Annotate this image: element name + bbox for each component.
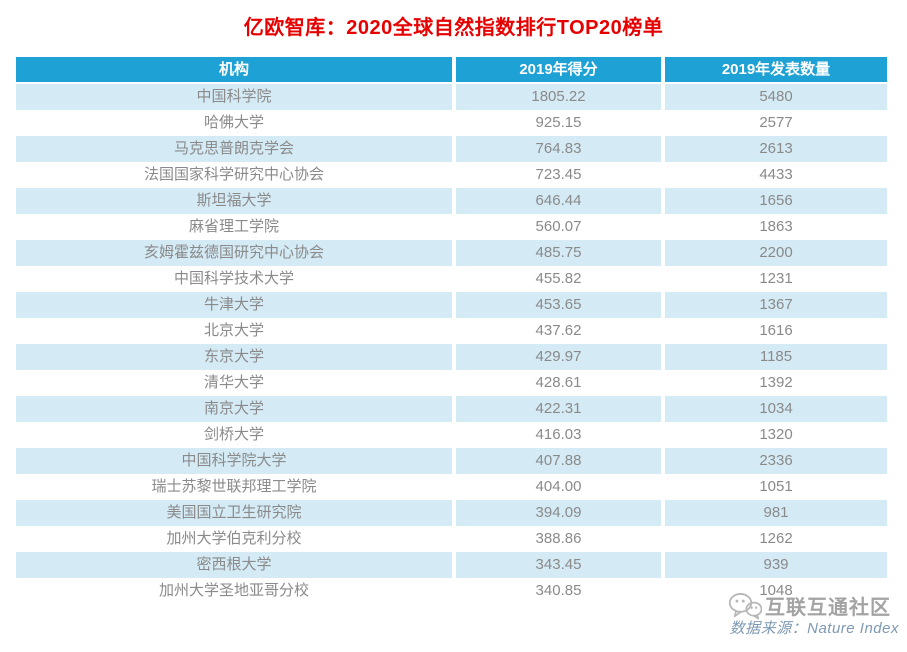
publications-cell: 981	[665, 500, 887, 526]
institution-cell: 清华大学	[16, 370, 452, 396]
institution-cell: 中国科学院	[16, 84, 452, 110]
institution-cell: 马克思普朗克学会	[16, 136, 452, 162]
institution-cell: 密西根大学	[16, 552, 452, 578]
institution-cell: 斯坦福大学	[16, 188, 452, 214]
publications-cell: 1048	[665, 578, 887, 604]
institution-cell: 哈佛大学	[16, 110, 452, 136]
score-cell: 428.61	[456, 370, 661, 396]
table-row: 马克思普朗克学会 764.83 2613	[16, 136, 887, 162]
table-row: 东京大学 429.97 1185	[16, 344, 887, 370]
page-title: 亿欧智库：2020全球自然指数排行TOP20榜单	[243, 17, 664, 39]
score-cell: 453.65	[456, 292, 661, 318]
score-cell: 416.03	[456, 422, 661, 448]
score-cell: 723.45	[456, 162, 661, 188]
table-row: 美国国立卫生研究院 394.09 981	[16, 500, 887, 526]
publications-cell: 1320	[665, 422, 887, 448]
publications-cell: 2336	[665, 448, 887, 474]
table-row: 牛津大学 453.65 1367	[16, 292, 887, 318]
score-cell: 764.83	[456, 136, 661, 162]
publications-cell: 1185	[665, 344, 887, 370]
institution-cell: 剑桥大学	[16, 422, 452, 448]
institution-cell: 中国科学技术大学	[16, 266, 452, 292]
score-cell: 485.75	[456, 240, 661, 266]
table-row: 亥姆霍兹德国研究中心协会 485.75 2200	[16, 240, 887, 266]
institution-cell: 美国国立卫生研究院	[16, 500, 452, 526]
publications-cell: 4433	[665, 162, 887, 188]
institution-cell: 加州大学伯克利分校	[16, 526, 452, 552]
publications-cell: 1656	[665, 188, 887, 214]
publications-cell: 1367	[665, 292, 887, 318]
watermark: 互联互通社区	[728, 591, 891, 620]
table-row: 密西根大学 343.45 939	[16, 552, 887, 578]
table-header-row: 机构 2019年得分 2019年发表数量	[16, 57, 887, 82]
table-row: 清华大学 428.61 1392	[16, 370, 887, 396]
publications-cell: 1051	[665, 474, 887, 500]
publications-cell: 2613	[665, 136, 887, 162]
table-row: 加州大学圣地亚哥分校 340.85 1048	[16, 578, 887, 604]
institution-cell: 东京大学	[16, 344, 452, 370]
institution-cell: 法国国家科学研究中心协会	[16, 162, 452, 188]
score-cell: 388.86	[456, 526, 661, 552]
score-cell: 455.82	[456, 266, 661, 292]
column-header-score: 2019年得分	[456, 57, 661, 82]
institution-cell: 北京大学	[16, 318, 452, 344]
publications-cell: 1392	[665, 370, 887, 396]
ranking-table: 机构 2019年得分 2019年发表数量 中国科学院 1805.22 5480 哈佛大…	[16, 57, 887, 604]
institution-cell: 南京大学	[16, 396, 452, 422]
column-header-institution: 机构	[16, 57, 452, 82]
publications-cell: 939	[665, 552, 887, 578]
score-cell: 404.00	[456, 474, 661, 500]
score-cell: 394.09	[456, 500, 661, 526]
score-cell: 1805.22	[456, 84, 661, 110]
table-body: 中国科学院 1805.22 5480 哈佛大学 925.15 2577 马克思普朗克学会 76…	[16, 84, 887, 604]
publications-cell: 1034	[665, 396, 887, 422]
institution-cell: 加州大学圣地亚哥分校	[16, 578, 452, 604]
publications-cell: 2200	[665, 240, 887, 266]
table-row: 南京大学 422.31 1034	[16, 396, 887, 422]
table-row: 哈佛大学 925.15 2577	[16, 110, 887, 136]
institution-cell: 瑞士苏黎世联邦理工学院	[16, 474, 452, 500]
table-row: 加州大学伯克利分校 388.86 1262	[16, 526, 887, 552]
score-cell: 422.31	[456, 396, 661, 422]
score-cell: 560.07	[456, 214, 661, 240]
publications-cell: 1616	[665, 318, 887, 344]
data-source-note: 数据来源：Nature Index	[729, 620, 899, 637]
institution-cell: 牛津大学	[16, 292, 452, 318]
table-row: 瑞士苏黎世联邦理工学院 404.00 1051	[16, 474, 887, 500]
column-header-publications: 2019年发表数量	[665, 57, 887, 82]
table-row: 北京大学 437.62 1616	[16, 318, 887, 344]
score-cell: 343.45	[456, 552, 661, 578]
watermark-text: 互联互通社区	[765, 597, 891, 619]
table-row: 斯坦福大学 646.44 1656	[16, 188, 887, 214]
score-cell: 407.88	[456, 448, 661, 474]
table-row: 法国国家科学研究中心协会 723.45 4433	[16, 162, 887, 188]
score-cell: 925.15	[456, 110, 661, 136]
wechat-icon	[728, 592, 762, 620]
table-row: 中国科学院 1805.22 5480	[16, 84, 887, 110]
institution-cell: 中国科学院大学	[16, 448, 452, 474]
publications-cell: 5480	[665, 84, 887, 110]
table-row: 剑桥大学 416.03 1320	[16, 422, 887, 448]
table-row: 麻省理工学院 560.07 1863	[16, 214, 887, 240]
publications-cell: 1231	[665, 266, 887, 292]
score-cell: 437.62	[456, 318, 661, 344]
table-row: 中国科学技术大学 455.82 1231	[16, 266, 887, 292]
publications-cell: 1863	[665, 214, 887, 240]
institution-cell: 麻省理工学院	[16, 214, 452, 240]
institution-cell: 亥姆霍兹德国研究中心协会	[16, 240, 452, 266]
score-cell: 646.44	[456, 188, 661, 214]
table-row: 中国科学院大学 407.88 2336	[16, 448, 887, 474]
publications-cell: 1262	[665, 526, 887, 552]
score-cell: 340.85	[456, 578, 661, 604]
score-cell: 429.97	[456, 344, 661, 370]
publications-cell: 2577	[665, 110, 887, 136]
